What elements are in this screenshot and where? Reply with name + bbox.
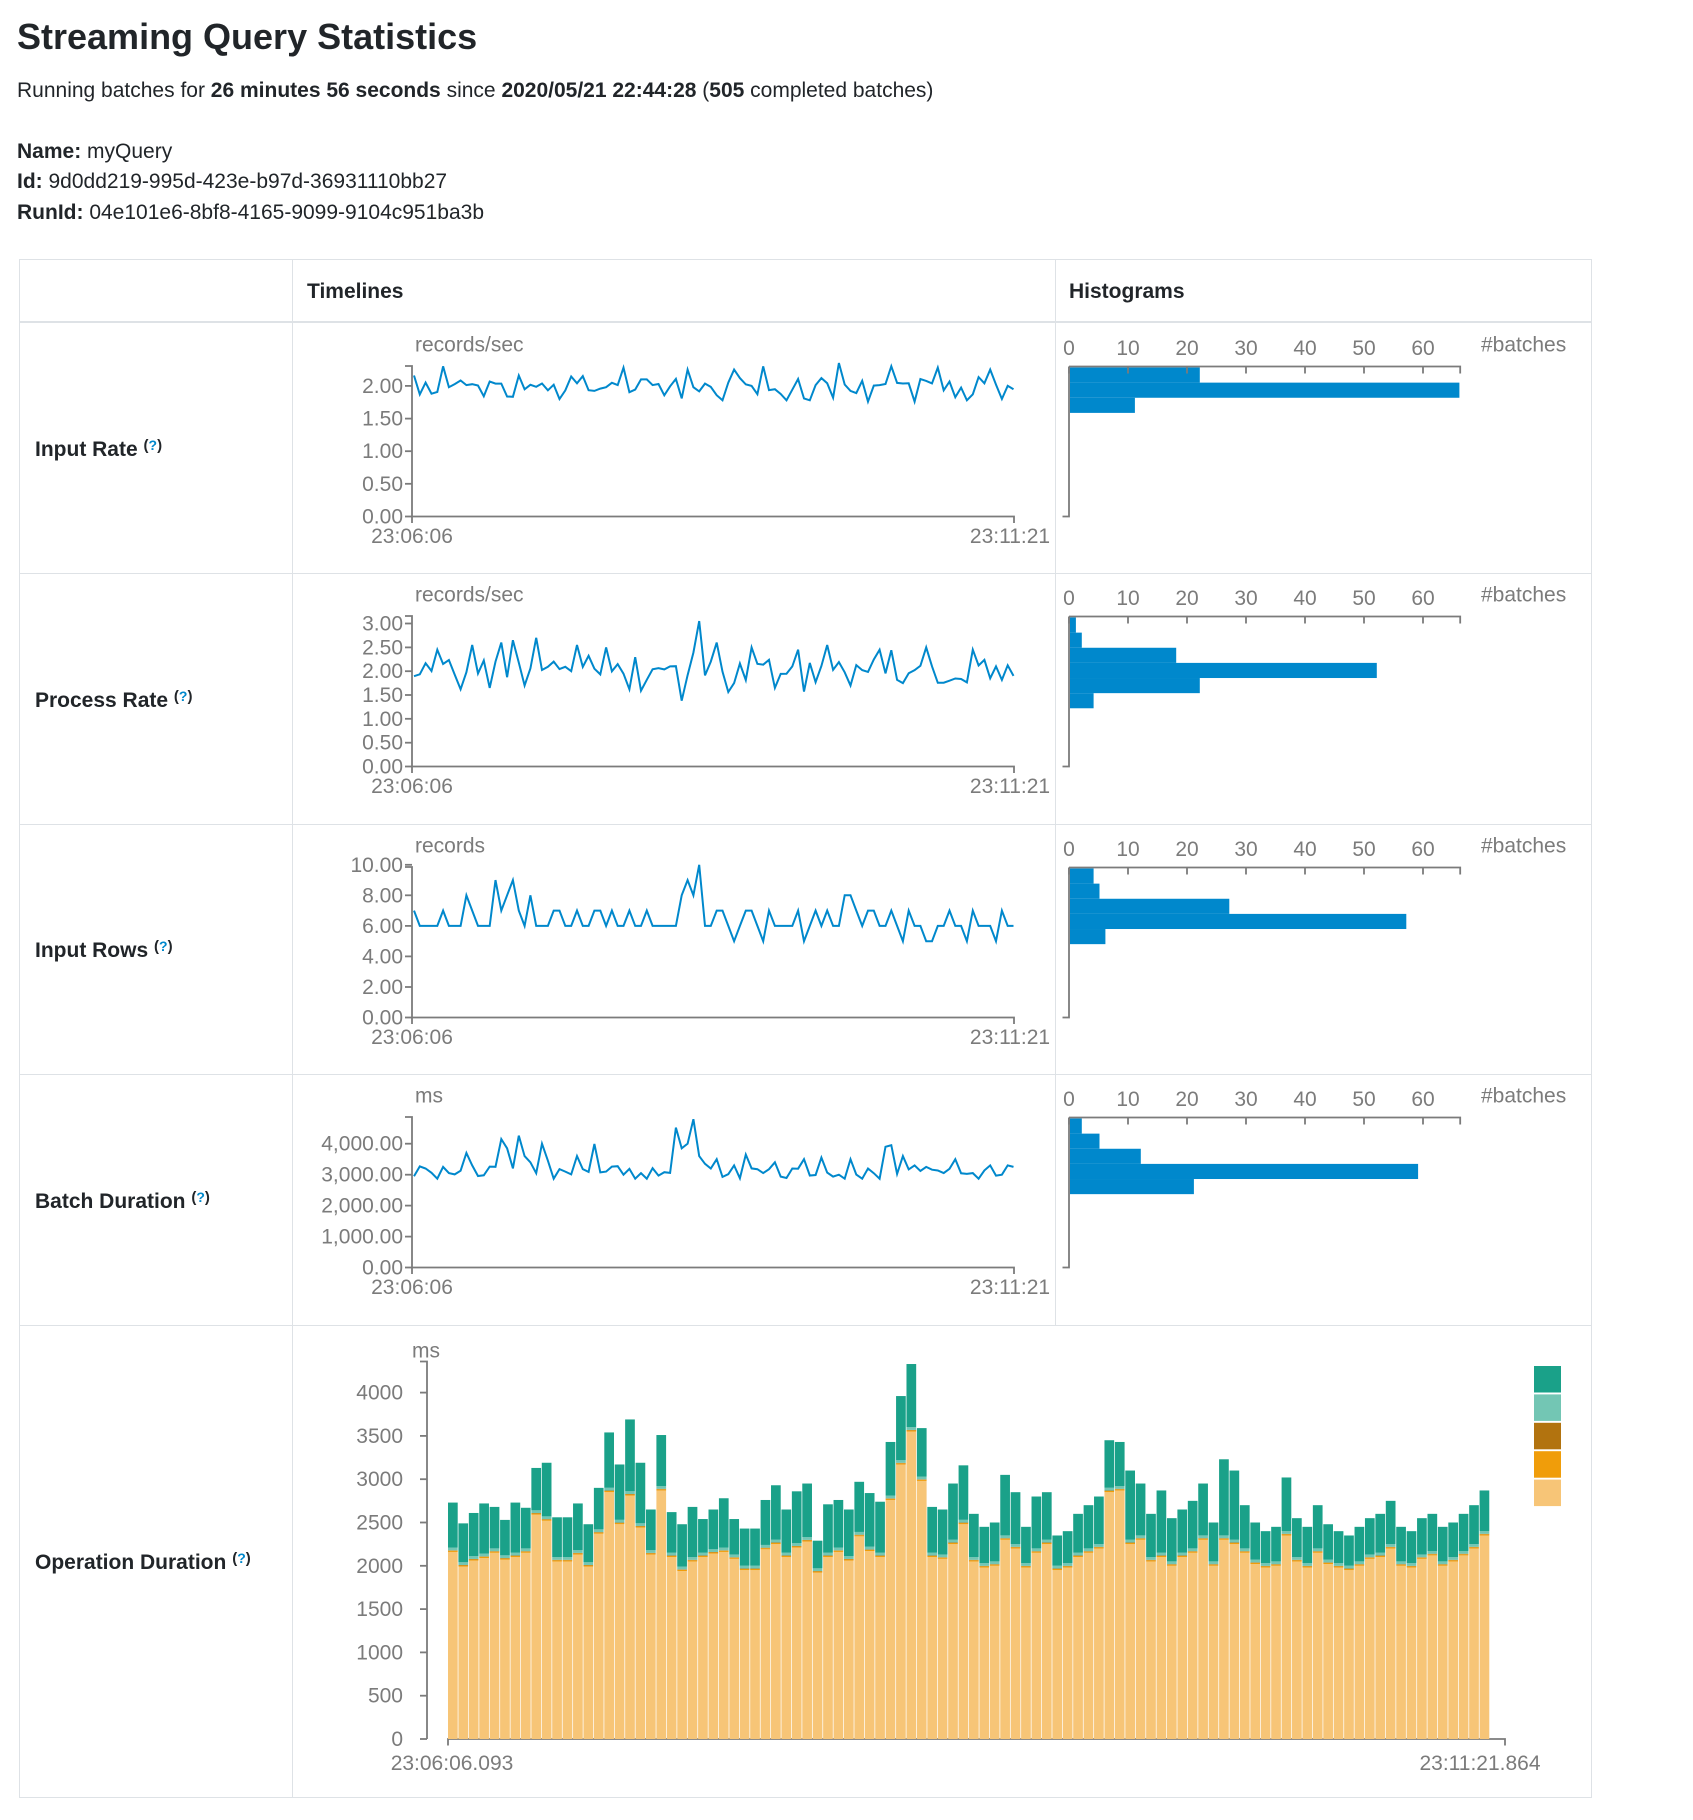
svg-text:23:06:06: 23:06:06 — [371, 525, 453, 548]
svg-text:20: 20 — [1175, 337, 1198, 360]
svg-text:60: 60 — [1411, 1088, 1434, 1111]
svg-text:23:11:21: 23:11:21 — [970, 1026, 1050, 1049]
svg-text:500: 500 — [368, 1684, 403, 1707]
svg-text:4,000.00: 4,000.00 — [321, 1133, 403, 1156]
svg-text:20: 20 — [1175, 1088, 1198, 1111]
svg-text:23:06:06: 23:06:06 — [371, 1026, 453, 1049]
svg-text:30: 30 — [1234, 587, 1257, 610]
svg-text:0.00: 0.00 — [362, 1006, 403, 1029]
svg-text:3,000.00: 3,000.00 — [321, 1164, 403, 1187]
svg-text:50: 50 — [1352, 1088, 1375, 1111]
svg-text:30: 30 — [1234, 337, 1257, 360]
svg-text:10: 10 — [1116, 838, 1139, 861]
svg-text:2500: 2500 — [356, 1511, 403, 1534]
svg-text:2.00: 2.00 — [362, 374, 403, 397]
svg-text:3.00: 3.00 — [362, 613, 403, 636]
svg-text:20: 20 — [1175, 838, 1198, 861]
svg-text:50: 50 — [1352, 838, 1375, 861]
svg-text:23:06:06.093: 23:06:06.093 — [391, 1752, 514, 1775]
svg-text:2.00: 2.00 — [362, 660, 403, 683]
svg-text:3500: 3500 — [356, 1424, 403, 1447]
svg-text:2.00: 2.00 — [362, 976, 403, 999]
svg-text:2.50: 2.50 — [362, 636, 403, 659]
svg-text:10: 10 — [1116, 587, 1139, 610]
svg-text:#batches: #batches — [1481, 834, 1566, 857]
svg-text:1,000.00: 1,000.00 — [321, 1226, 403, 1249]
svg-text:ms: ms — [415, 1085, 443, 1108]
svg-text:0.50: 0.50 — [362, 472, 403, 495]
svg-text:0: 0 — [391, 1728, 403, 1751]
svg-text:23:11:21.864: 23:11:21.864 — [1419, 1752, 1540, 1775]
svg-text:4.00: 4.00 — [362, 945, 403, 968]
svg-text:50: 50 — [1352, 337, 1375, 360]
svg-text:4000: 4000 — [356, 1381, 403, 1404]
svg-text:2,000.00: 2,000.00 — [321, 1195, 403, 1218]
svg-text:20: 20 — [1175, 587, 1198, 610]
svg-text:0: 0 — [1063, 587, 1075, 610]
svg-text:23:11:21: 23:11:21 — [970, 525, 1050, 548]
svg-text:10: 10 — [1116, 1088, 1139, 1111]
svg-text:1.00: 1.00 — [362, 708, 403, 731]
svg-text:0: 0 — [1063, 1088, 1075, 1111]
svg-text:#batches: #batches — [1481, 584, 1566, 607]
svg-text:40: 40 — [1293, 1088, 1316, 1111]
svg-text:1000: 1000 — [356, 1641, 403, 1664]
svg-text:records/sec: records/sec — [415, 333, 524, 356]
svg-text:6.00: 6.00 — [362, 914, 403, 937]
svg-text:23:06:06: 23:06:06 — [371, 775, 453, 798]
svg-text:23:11:21: 23:11:21 — [970, 775, 1050, 798]
svg-text:records/sec: records/sec — [415, 584, 524, 607]
svg-text:0.00: 0.00 — [362, 756, 403, 779]
svg-text:records: records — [415, 834, 485, 857]
svg-text:23:06:06: 23:06:06 — [371, 1276, 453, 1299]
svg-text:30: 30 — [1234, 838, 1257, 861]
svg-text:40: 40 — [1293, 337, 1316, 360]
svg-text:1.50: 1.50 — [362, 684, 403, 707]
svg-text:0.00: 0.00 — [362, 505, 403, 528]
svg-text:0: 0 — [1063, 838, 1075, 861]
svg-text:23:11:21: 23:11:21 — [970, 1276, 1050, 1299]
svg-text:1.50: 1.50 — [362, 407, 403, 430]
svg-text:30: 30 — [1234, 1088, 1257, 1111]
svg-text:2000: 2000 — [356, 1554, 403, 1577]
svg-text:60: 60 — [1411, 587, 1434, 610]
svg-text:3000: 3000 — [356, 1468, 403, 1491]
svg-text:1500: 1500 — [356, 1598, 403, 1621]
svg-text:0.00: 0.00 — [362, 1257, 403, 1280]
svg-text:40: 40 — [1293, 838, 1316, 861]
svg-text:40: 40 — [1293, 587, 1316, 610]
svg-text:1.00: 1.00 — [362, 440, 403, 463]
svg-text:8.00: 8.00 — [362, 884, 403, 907]
svg-text:10: 10 — [1116, 337, 1139, 360]
svg-text:0.50: 0.50 — [362, 732, 403, 755]
svg-text:10.00: 10.00 — [350, 853, 403, 876]
svg-text:#batches: #batches — [1481, 1085, 1566, 1108]
svg-text:60: 60 — [1411, 337, 1434, 360]
svg-text:50: 50 — [1352, 587, 1375, 610]
svg-text:60: 60 — [1411, 838, 1434, 861]
svg-text:#batches: #batches — [1481, 333, 1566, 356]
svg-text:0: 0 — [1063, 337, 1075, 360]
svg-text:ms: ms — [412, 1339, 440, 1362]
